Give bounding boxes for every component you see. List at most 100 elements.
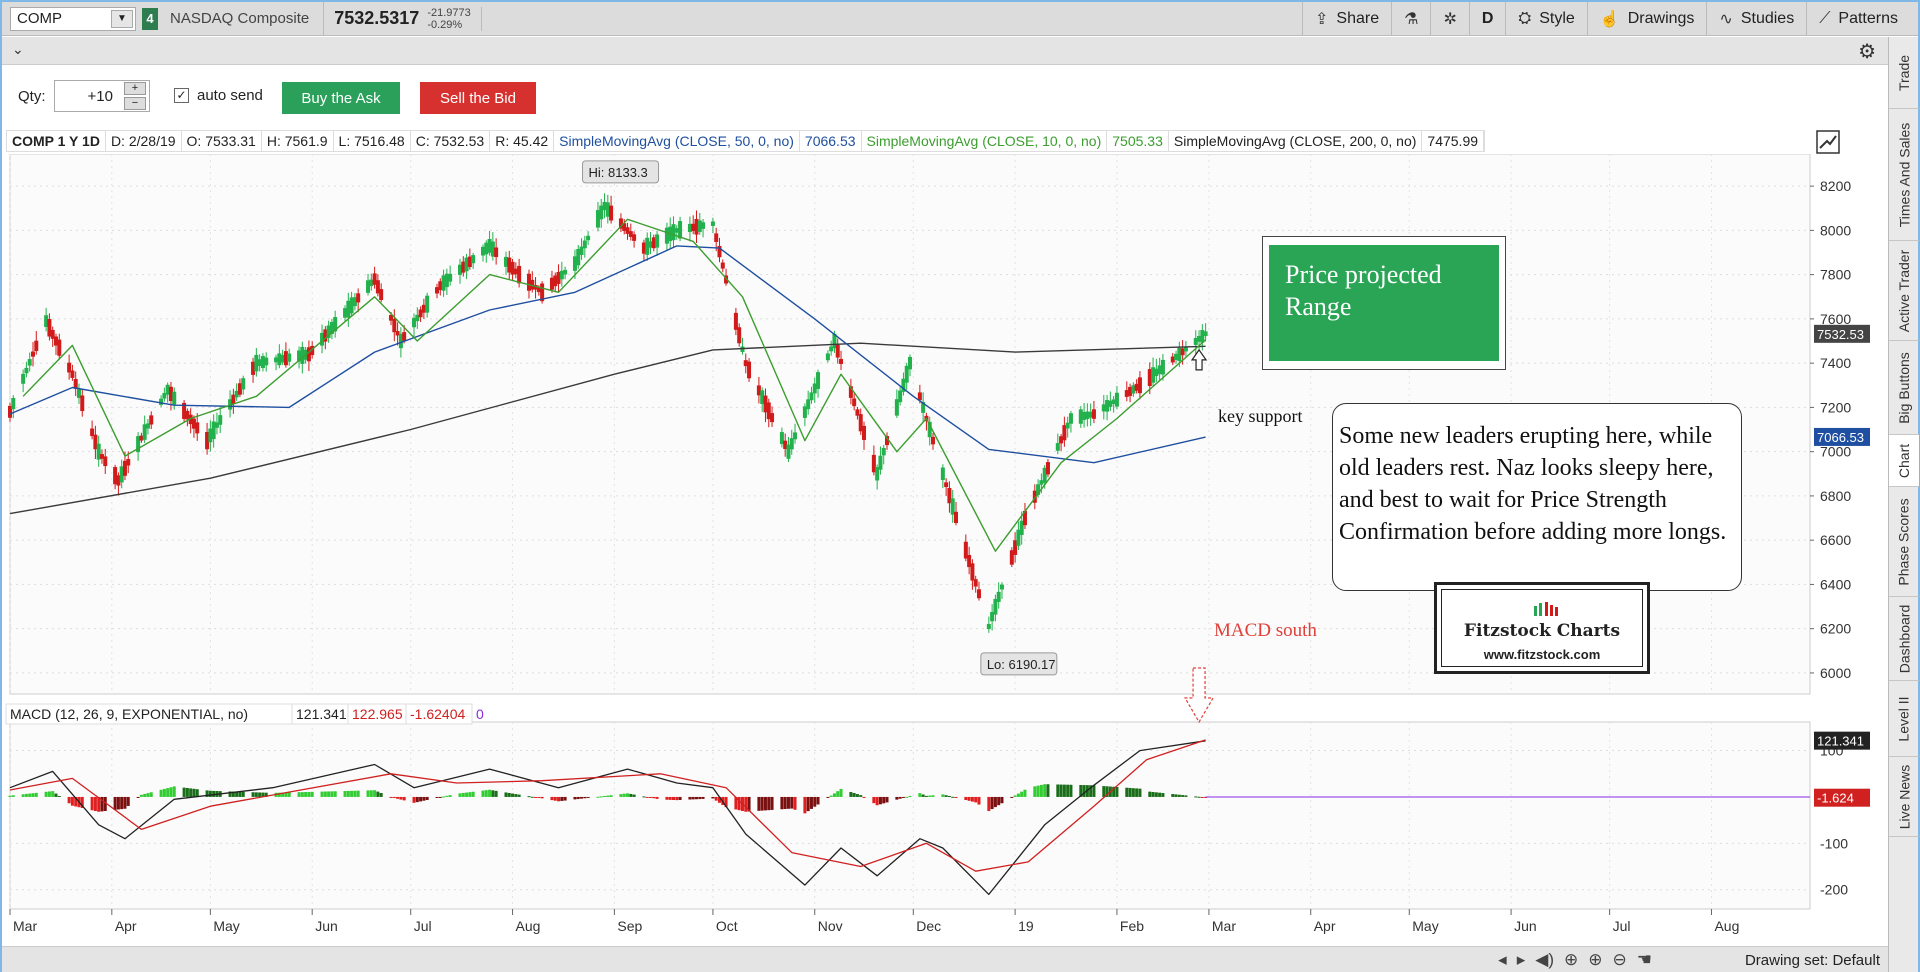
zoom-out-icon[interactable]: ⊖: [1612, 950, 1627, 969]
candle-body: [139, 435, 144, 441]
decrement-button[interactable]: −: [124, 97, 146, 110]
projected-range-box[interactable]: Price projected Range: [1262, 236, 1506, 370]
candle-body: [930, 436, 935, 445]
time-axis-label: Mar: [13, 918, 37, 934]
auto-send-toggle[interactable]: ✓ auto send: [174, 87, 263, 104]
macd-histogram-bar: [320, 791, 324, 797]
candle-body: [1091, 409, 1096, 419]
collapse-icon[interactable]: ⌄: [12, 41, 24, 57]
scroll-right-icon[interactable]: ▸: [1516, 950, 1526, 969]
macd-histogram-bar: [310, 791, 314, 797]
crosshair-icon[interactable]: ⊕: [1564, 950, 1579, 969]
chevron-down-icon[interactable]: ▼: [111, 9, 133, 28]
side-tab-big-buttons[interactable]: Big Buttons: [1889, 341, 1919, 435]
buy-the-ask-button[interactable]: Buy the Ask: [282, 82, 400, 114]
aggregation-button[interactable]: D: [1468, 2, 1506, 36]
macd-histogram-bar: [120, 796, 124, 810]
macd-line: [9, 740, 1206, 896]
increment-button[interactable]: +: [124, 82, 146, 95]
macd-histogram-bar: [1177, 794, 1181, 797]
macd-histogram-bar: [675, 796, 679, 801]
candle-body: [425, 295, 430, 313]
macd-histogram-bar: [809, 796, 813, 809]
macd-south-label[interactable]: MACD south: [1214, 620, 1317, 641]
settings-button[interactable]: ✲: [1430, 2, 1468, 36]
symbol-selector[interactable]: COMP ▼: [10, 6, 136, 31]
macd-histogram-bar: [1069, 784, 1073, 797]
auto-send-checkbox[interactable]: ✓: [174, 88, 189, 103]
commentary-note[interactable]: Some new leaders erupting here, while ol…: [1332, 403, 1742, 591]
macd-histogram-bar: [901, 796, 905, 798]
candle-body: [599, 205, 604, 220]
studies-label: Studies: [1740, 10, 1795, 27]
candle-body: [352, 297, 357, 307]
time-axis-label: Feb: [1120, 918, 1144, 934]
candle-body: [1032, 490, 1037, 503]
side-tab-level-ii[interactable]: Level II: [1889, 681, 1919, 757]
patterns-button[interactable]: ⟋ Patterns: [1806, 2, 1910, 36]
side-tab-times-and-sales[interactable]: Times And Sales: [1889, 109, 1919, 241]
time-axis-label: Aug: [1714, 918, 1739, 934]
drawing-set-selector[interactable]: Drawing set: Default: [1744, 952, 1880, 969]
speaker-icon[interactable]: ◀): [1535, 950, 1554, 969]
candle-body: [779, 432, 784, 445]
side-tab-phase-scores[interactable]: Phase Scores: [1889, 487, 1919, 597]
candle-body: [996, 591, 1001, 602]
pan-hand-icon[interactable]: ☚: [1636, 950, 1652, 969]
studies-button[interactable]: ∿ Studies: [1706, 2, 1806, 36]
scroll-left-icon[interactable]: ◂: [1498, 950, 1507, 969]
candle-body: [1111, 399, 1116, 404]
candle-body: [625, 227, 630, 234]
sma10-label[interactable]: SimpleMovingAvg (CLOSE, 10, 0, no): [862, 130, 1108, 152]
candle-body: [47, 318, 52, 337]
sma50-label[interactable]: SimpleMovingAvg (CLOSE, 50, 0, no): [554, 130, 800, 152]
macd-histogram-bar: [1194, 796, 1198, 798]
side-tab-trade[interactable]: Trade: [1889, 37, 1919, 109]
sma50-price-tag: 7066.53: [1817, 430, 1864, 445]
side-tab-active-trader[interactable]: Active Trader: [1889, 241, 1919, 341]
candle-body: [188, 414, 193, 425]
zoom-in-icon[interactable]: ⊕: [1588, 950, 1603, 969]
bar-close: C: 7532.53: [411, 130, 491, 152]
candle-body: [944, 482, 949, 488]
candle-body: [467, 256, 472, 268]
macd-histogram-bar: [1056, 784, 1060, 797]
candle-body: [993, 598, 998, 615]
drawings-button[interactable]: ☝ Drawings: [1586, 2, 1707, 36]
macd-pane[interactable]: [9, 721, 1811, 910]
drawing-tool-icon[interactable]: [1816, 130, 1842, 156]
candle-body: [858, 414, 863, 432]
price-axis-label: 7600: [1820, 311, 1851, 327]
side-tab-dashboard[interactable]: Dashboard: [1889, 597, 1919, 681]
candle-body: [165, 384, 170, 395]
link-group-badge[interactable]: 4: [142, 7, 158, 30]
key-support-label[interactable]: key support: [1218, 406, 1303, 426]
share-button[interactable]: ⇪ Share: [1302, 2, 1391, 36]
side-tab-label: Active Trader: [1896, 249, 1913, 332]
candle-body: [1022, 510, 1027, 526]
flask-button[interactable]: ⚗: [1391, 2, 1430, 36]
candle-body: [881, 447, 886, 456]
macd-histogram-bar: [399, 796, 403, 800]
style-button[interactable]: ⛭ Style: [1505, 2, 1586, 36]
side-tab-chart[interactable]: Chart: [1889, 435, 1919, 487]
gear-icon[interactable]: ⚙: [1858, 41, 1876, 63]
candle-body: [1062, 425, 1067, 441]
candle-body: [885, 436, 890, 446]
macd-histogram-bar: [527, 796, 531, 798]
side-tab-label: Times And Sales: [1896, 122, 1912, 227]
candle-body: [392, 318, 397, 333]
macd-histogram-bar: [488, 789, 492, 797]
top-toolbar: COMP ▼ 4 NASDAQ Composite 7532.5317 -21.…: [2, 1, 1918, 36]
chart-symbol-period: COMP 1 Y 1D: [7, 130, 106, 152]
side-tab-live-news[interactable]: Live News: [1889, 757, 1919, 837]
last-price-tag: 7532.53: [1817, 327, 1864, 342]
high-bubble: Hi: 8133.3: [582, 160, 660, 184]
sell-the-bid-button[interactable]: Sell the Bid: [420, 82, 536, 114]
macd-histogram-bar: [1082, 785, 1086, 797]
macd-histogram-bar: [44, 791, 48, 797]
candle-body: [1114, 392, 1119, 407]
sma200-label[interactable]: SimpleMovingAvg (CLOSE, 200, 0, no): [1169, 130, 1423, 152]
candle-body: [448, 273, 453, 282]
macd-histogram-bar: [1158, 792, 1162, 797]
